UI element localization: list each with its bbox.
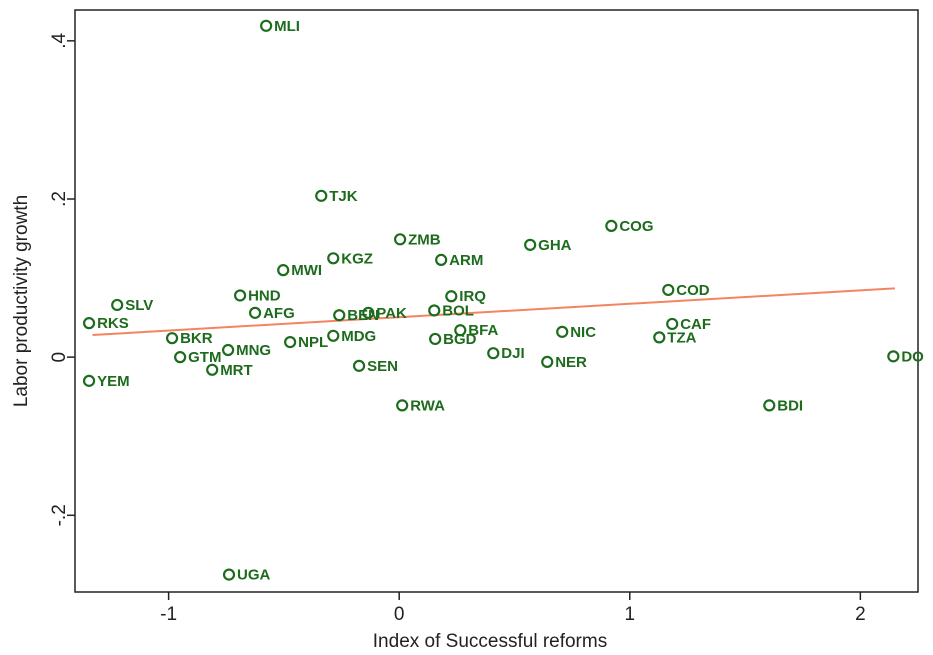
point-label: CAF (680, 316, 711, 333)
point-label: MRT (220, 362, 253, 379)
point-label: NPL (298, 334, 328, 351)
point-label: NIC (570, 324, 596, 341)
point (435, 253, 448, 266)
point-label: MWI (291, 262, 322, 279)
point (653, 331, 666, 344)
point (315, 189, 328, 202)
point-label: RKS (97, 315, 129, 332)
point (222, 568, 236, 581)
point (763, 399, 776, 412)
point-label: TJK (329, 188, 358, 205)
point (277, 264, 290, 277)
plot-frame (74, 9, 919, 593)
y-tick-label: .4 (49, 32, 70, 48)
point-label: BFA (468, 322, 498, 339)
point-label: HND (248, 287, 281, 304)
point-label: BOL (442, 302, 474, 319)
point-label: IRQ (459, 288, 486, 305)
point (82, 317, 96, 330)
point (165, 332, 179, 345)
point (429, 332, 442, 346)
point-label: COD (676, 282, 710, 299)
point-label: MDG (341, 328, 376, 345)
point (541, 355, 554, 368)
point (662, 283, 675, 297)
point-label: GHA (538, 237, 572, 254)
point-label: GTM (188, 349, 221, 366)
point-label: BDI (777, 397, 803, 414)
point (394, 233, 407, 246)
point (327, 252, 340, 265)
point (222, 343, 235, 357)
point (82, 374, 96, 387)
x-tick-label: 1 (624, 604, 635, 625)
point (487, 347, 500, 360)
point (454, 324, 467, 337)
y-tick-label: .2 (49, 191, 70, 207)
point-label: YEM (97, 373, 130, 390)
point-label: AFG (263, 305, 295, 322)
point (445, 290, 458, 303)
point-label: NER (555, 354, 587, 371)
point (327, 329, 340, 342)
point (206, 363, 219, 376)
point-label: KGZ (341, 250, 373, 267)
point (233, 289, 247, 302)
point (428, 304, 441, 317)
x-axis-title: Index of Successful reforms (373, 631, 607, 652)
x-tick-label: 2 (855, 604, 866, 625)
point (260, 19, 273, 32)
point-label: SEN (367, 358, 398, 375)
x-tick-label: 0 (394, 604, 405, 625)
fit-line (92, 287, 896, 337)
y-tick-label: -.2 (49, 504, 70, 526)
point (111, 298, 124, 312)
point (174, 351, 187, 364)
point (605, 219, 618, 232)
point (666, 317, 679, 331)
point-label: RWA (410, 397, 445, 414)
point (352, 359, 366, 372)
y-tick-label: 0 (49, 352, 70, 363)
point-label: COG (619, 218, 653, 235)
point-label: TZA (667, 329, 696, 346)
point-label: BEN (347, 307, 379, 324)
point-label: DJI (501, 345, 524, 362)
point-label: BKR (180, 330, 213, 347)
point (524, 238, 537, 251)
point (248, 306, 262, 319)
point-label: PAK (376, 305, 407, 322)
point-label: MLI (274, 18, 300, 35)
point (887, 350, 900, 363)
point-label: BGD (443, 331, 477, 348)
point (556, 325, 569, 338)
point (284, 336, 297, 349)
point-label: ARM (449, 252, 483, 269)
point-label: UGA (237, 567, 270, 584)
point (362, 306, 375, 319)
point (396, 399, 409, 412)
point-label: DO (901, 348, 924, 365)
point-label: MNG (236, 342, 271, 359)
point-label: ZMB (408, 231, 441, 248)
point (333, 309, 346, 322)
x-tick-label: -1 (160, 604, 177, 625)
point-label: SLV (125, 297, 153, 314)
y-axis-title: Labor productivity growth (11, 195, 32, 407)
